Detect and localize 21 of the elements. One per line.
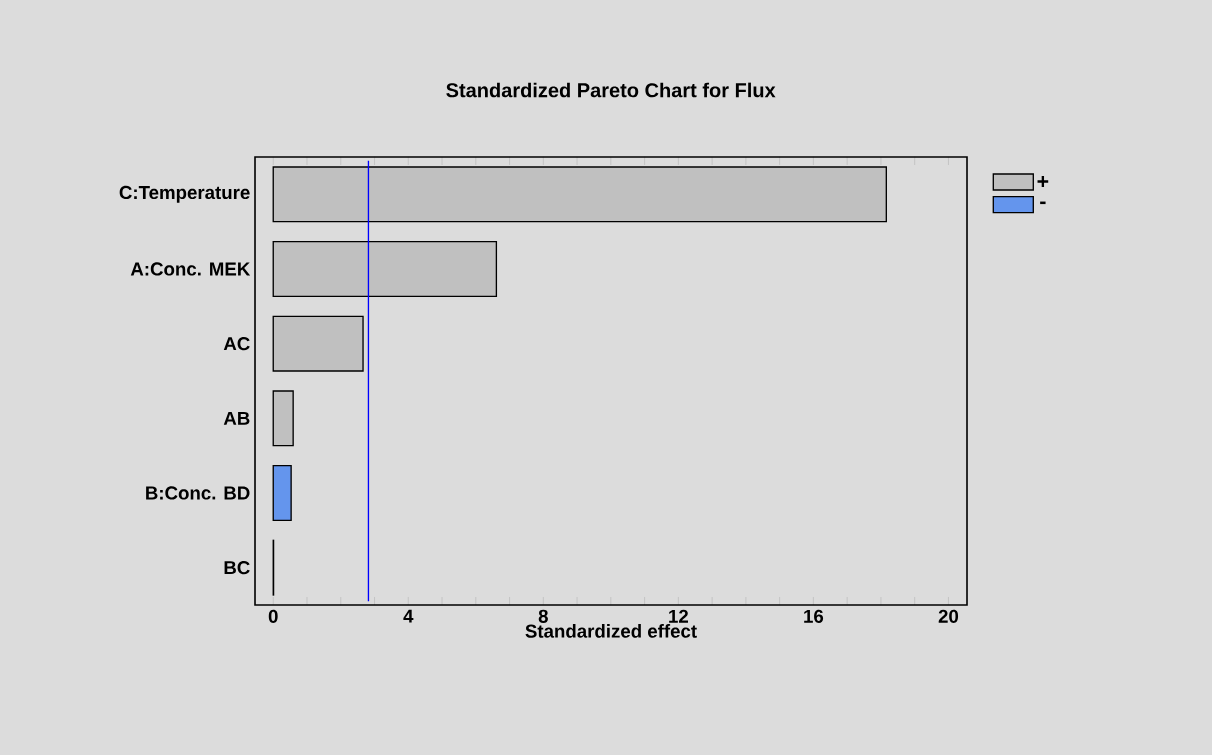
x-tick-label: 0 (268, 609, 278, 623)
x-tick-label: 12 (669, 609, 688, 623)
y-tick-label: AC (223, 337, 250, 351)
y-tick-label: B:Conc. BD (146, 486, 250, 500)
y-tick-label: A:Conc. MEK (130, 262, 251, 276)
x-tick-label: 8 (538, 609, 548, 623)
bar (272, 166, 887, 223)
y-tick-label: C:Temperature (119, 185, 250, 203)
legend-label: - (1040, 201, 1046, 205)
y-tick-label: AB (223, 411, 250, 425)
x-tick-label: 4 (403, 609, 414, 623)
x-axis-title: Standardized effect (525, 624, 697, 638)
y-tick-label: BC (224, 561, 250, 575)
x-tick-label: 16 (804, 609, 824, 623)
bar (272, 390, 294, 447)
x-tick-label: 20 (938, 609, 959, 623)
bar (272, 240, 498, 297)
bar (272, 464, 292, 521)
bar (272, 315, 364, 372)
legend-label: + (1037, 176, 1049, 187)
chart-title: Standardized Pareto Chart for Flux (446, 82, 776, 98)
